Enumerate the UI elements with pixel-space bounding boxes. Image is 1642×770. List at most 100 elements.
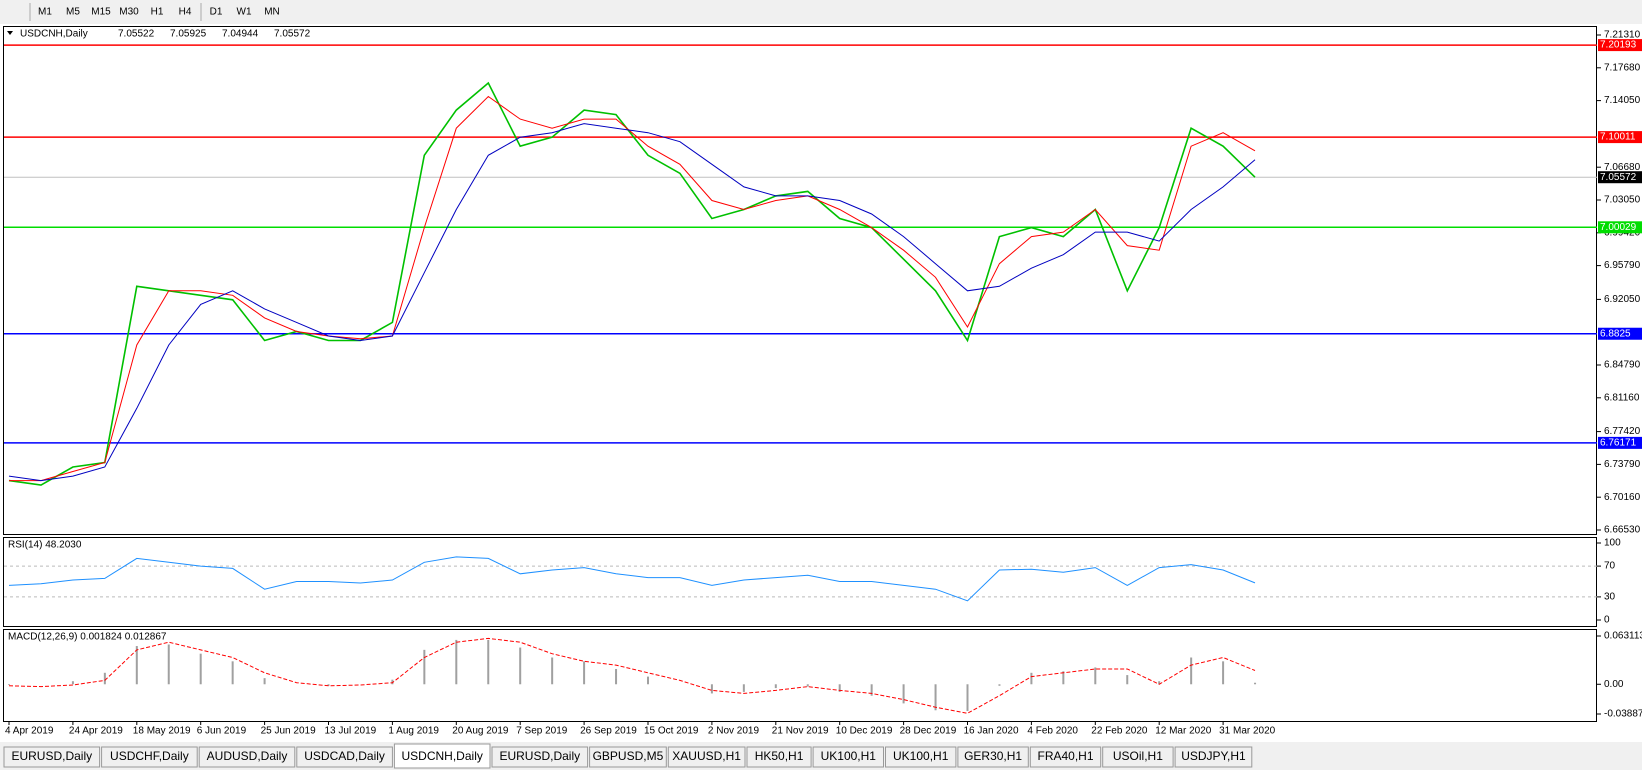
ohlc-value: 7.05572: [274, 29, 311, 40]
series-line: [9, 95, 1256, 482]
level-tag: [1598, 436, 1642, 449]
series-line: [8, 556, 1256, 602]
histogram-bar: [774, 684, 777, 689]
tab-label: UK100,H1: [821, 749, 877, 763]
collapse-arrow: [7, 31, 13, 35]
timeframe-button[interactable]: M5: [66, 7, 80, 18]
histogram-bar: [998, 684, 1001, 686]
tab[interactable]: [296, 746, 393, 768]
histogram-bar: [167, 644, 170, 685]
tab[interactable]: [746, 746, 812, 768]
y-tick-label: 6.84790: [1604, 360, 1641, 371]
histogram-bar: [583, 661, 586, 685]
tab-label: UK100,H1: [893, 749, 949, 763]
timeframe-button[interactable]: MN: [264, 7, 280, 18]
tab[interactable]: [198, 746, 296, 768]
tab[interactable]: [957, 746, 1029, 768]
y-tick-label: -0.038872: [1604, 709, 1642, 720]
tab-label: USDCAD,Daily: [304, 749, 385, 763]
tab-label: AUDUSD,Daily: [207, 749, 288, 763]
level-label: 7.10011: [1600, 132, 1636, 143]
tab-label: USDJPY,H1: [1181, 749, 1246, 763]
level-label: 7.00029: [1600, 222, 1637, 233]
timeframe-button[interactable]: W1: [237, 7, 252, 18]
y-tick-label: 7.17680: [1604, 62, 1641, 73]
timeframe-button[interactable]: D1: [210, 7, 223, 18]
histogram-bar: [423, 649, 426, 685]
y-tick-label: 7.21310: [1604, 30, 1641, 41]
y-tick-label: 0.063113: [1604, 631, 1642, 642]
timeframe-button[interactable]: M1: [38, 7, 52, 18]
tab[interactable]: [885, 746, 957, 768]
y-tick-label: 6.95790: [1604, 260, 1641, 271]
y-tick-label: 6.77420: [1604, 426, 1641, 437]
histogram-bar: [934, 684, 937, 711]
tab[interactable]: [667, 746, 746, 768]
tab[interactable]: [812, 746, 884, 768]
tab[interactable]: [3, 746, 101, 768]
histogram-bar: [966, 684, 969, 712]
histogram-bar: [327, 684, 330, 686]
histogram-bar: [902, 684, 905, 704]
histogram-bar: [1254, 682, 1257, 685]
histogram-bar: [1158, 681, 1161, 685]
histogram-bar: [1126, 675, 1129, 685]
y-tick-label: 100: [1604, 538, 1621, 549]
level-tag: [1598, 221, 1642, 234]
tab-label: GER30,H1: [964, 749, 1022, 763]
level-tag: [1598, 39, 1642, 52]
timeframe-button[interactable]: H1: [151, 7, 164, 18]
histogram-bar: [806, 684, 809, 687]
macd-panel: [3, 629, 1597, 722]
histogram-bar: [1030, 672, 1033, 685]
timeframe-button[interactable]: M30: [119, 7, 139, 18]
histogram-bar: [742, 684, 745, 692]
tab[interactable]: [1174, 746, 1253, 768]
x-tick-label: 28 Dec 2019: [900, 726, 957, 737]
tab[interactable]: [101, 746, 198, 768]
level-label: 6.76171: [1600, 438, 1637, 449]
panel-title: MACD(12,26,9) 0.001824 0.012867: [8, 632, 167, 643]
x-tick-label: 15 Oct 2019: [644, 726, 699, 737]
histogram-bar: [1062, 671, 1065, 685]
x-tick-label: 16 Jan 2020: [964, 726, 1019, 737]
tab-label: GBPUSD,M5: [593, 749, 664, 763]
tab[interactable]: [393, 743, 491, 769]
x-tick-label: 24 Apr 2019: [69, 726, 123, 737]
histogram-bar: [1094, 667, 1097, 685]
tab[interactable]: [589, 746, 667, 768]
level-label: 7.20193: [1600, 40, 1637, 51]
series-line: [8, 637, 1256, 714]
timeframe-button[interactable]: M15: [91, 7, 111, 18]
ohlc-value: 7.05522: [118, 29, 155, 40]
histogram-bar: [455, 639, 458, 685]
timeframe-button[interactable]: H4: [179, 7, 192, 18]
tab[interactable]: [491, 746, 589, 768]
rsi-panel: [3, 537, 1597, 627]
x-tick-label: 22 Feb 2020: [1091, 726, 1148, 737]
x-tick-label: 4 Apr 2019: [5, 726, 54, 737]
y-tick-label: 7.06680: [1604, 162, 1641, 173]
panel-title: USDCNH,Daily: [20, 29, 88, 40]
y-tick-label: 0: [1604, 615, 1610, 626]
histogram-bar: [103, 672, 106, 685]
y-tick-label: 6.81160: [1604, 392, 1640, 403]
histogram-bar: [710, 684, 713, 694]
level-tag: [1598, 171, 1642, 184]
histogram-bar: [647, 676, 649, 685]
x-tick-label: 18 May 2019: [133, 726, 191, 737]
x-tick-label: 21 Nov 2019: [772, 726, 829, 737]
y-tick-label: 0.00: [1604, 679, 1624, 690]
x-tick-label: 25 Jun 2019: [261, 726, 316, 737]
histogram-bar: [199, 653, 202, 685]
x-tick-label: 31 Mar 2020: [1219, 726, 1276, 737]
tab[interactable]: [1029, 746, 1102, 768]
histogram-bar: [487, 639, 490, 685]
ohlc-value: 7.04944: [222, 29, 259, 40]
y-tick-label: 30: [1604, 592, 1616, 603]
x-tick-label: 4 Feb 2020: [1027, 726, 1078, 737]
toolbar: [0, 0, 1642, 24]
y-tick-label: 7.03050: [1604, 195, 1641, 206]
tab[interactable]: [1102, 746, 1174, 768]
